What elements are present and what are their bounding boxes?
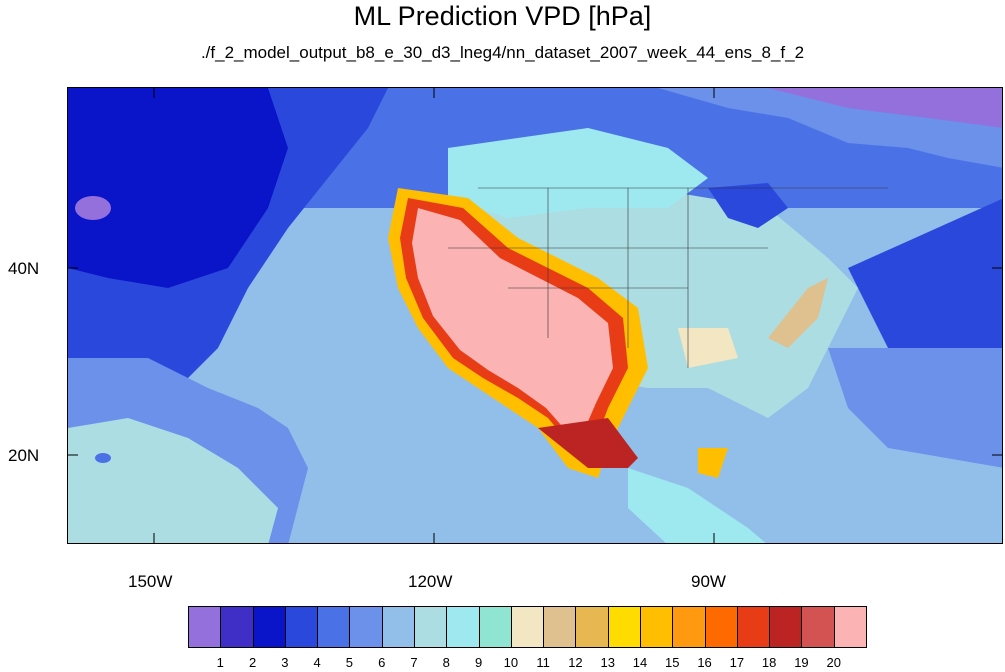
hudson-region [768,88,1002,128]
colorbar-swatch [414,606,448,648]
state-borders [448,187,888,368]
sw-hot-core [412,208,613,433]
colorbar-swatch [284,606,319,648]
colorbar-label: 14 [632,655,648,670]
x-tick-label: 90W [691,572,726,591]
colorbar-swatch [220,606,254,648]
colorbar-label: 1 [216,655,224,670]
colorbar-swatch [833,606,867,648]
colorbar-swatch [543,606,577,648]
atlantic-mid-region [828,348,1002,468]
colorbar-label: 13 [600,655,615,670]
vpd-map [67,87,1003,544]
hawaii-region [95,453,111,463]
x-tick-label: 150W [128,572,173,591]
colorbar-swatch [704,606,738,648]
colorbar-label: 18 [761,655,777,670]
colorbar-swatch [801,606,835,648]
colorbar-swatch [446,606,480,648]
colorbar-label: 2 [248,655,257,670]
colorbar [188,606,867,648]
great-lakes [708,183,788,228]
map-title: ML Prediction VPD [hPa] [353,1,652,31]
colorbar-label: 20 [826,655,841,670]
colorbar-label: 11 [536,655,550,670]
colorbar-label: 6 [378,655,386,670]
colorbar-swatch [672,606,706,648]
appalachian-streak [768,278,828,348]
colorbar-swatch [575,606,609,648]
colorbar-label: 3 [281,655,289,670]
colorbar-swatch [769,606,803,648]
yucatan-region [698,448,728,478]
colorbar-label: 9 [474,655,483,670]
colorbar-label: 10 [503,655,519,670]
colorbar-swatch [381,606,415,648]
y-tick-label: 20N [8,446,40,465]
x-tick-label: 120W [408,572,453,591]
pacific-south-region [68,418,278,543]
colorbar-label: 15 [665,655,680,670]
colorbar-swatch [607,606,641,648]
gulf-coast-tan [678,328,738,368]
colorbar-label: 16 [697,655,712,670]
pacific-purple-spot [75,196,111,220]
colorbar-swatch [640,606,674,648]
colorbar-label: 17 [729,655,745,670]
mexico-hot-region [538,418,638,468]
pacific-deep-region [68,88,288,288]
colorbar-label: 19 [794,655,809,670]
map-svg [68,88,1002,543]
atlantic-dark-region [848,198,1002,388]
colorbar-label: 7 [410,655,418,670]
colorbar-swatch [510,606,545,648]
colorbar-swatch [188,606,222,648]
colorbar-swatch [736,606,771,648]
colorbar-swatch [349,606,383,648]
central-america-region [628,468,766,543]
colorbar-label: 4 [313,655,321,670]
map-subtitle: ./f_2_model_output_b8_e_30_d3_lneg4/nn_d… [200,43,805,62]
colorbar-label: 8 [442,655,450,670]
canada-prairie-region [448,128,708,218]
colorbar-swatch [478,606,512,648]
colorbar-label: 12 [568,655,583,670]
colorbar-swatch [317,606,351,648]
colorbar-swatch [252,606,286,648]
colorbar-label: 5 [345,655,354,670]
y-tick-label: 40N [8,259,40,278]
